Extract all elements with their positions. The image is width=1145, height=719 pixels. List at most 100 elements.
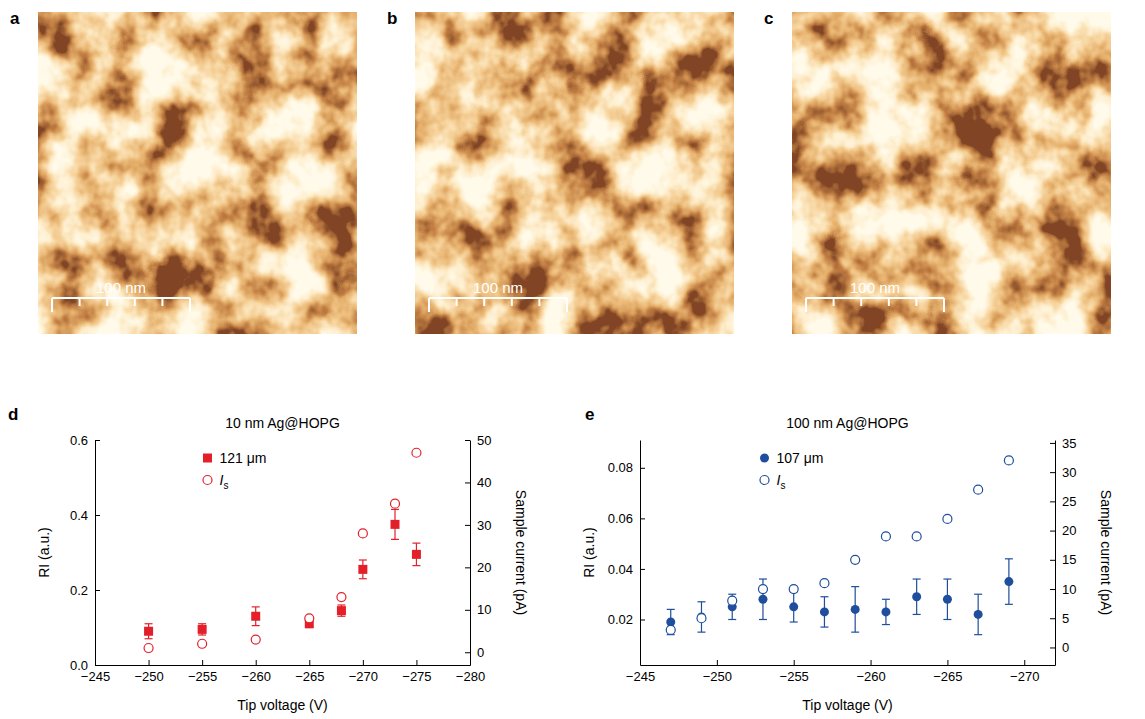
tick-mark — [465, 525, 470, 526]
stm-image — [38, 12, 357, 334]
scale-bar-label: 100 nm — [850, 279, 900, 296]
tick: 50 — [465, 433, 491, 448]
error-bar-cap — [943, 619, 951, 620]
tick-mark — [1050, 472, 1055, 473]
data-point — [358, 529, 367, 538]
error-bar-cap — [697, 632, 705, 633]
error-bar — [412, 543, 420, 566]
tick: −270 — [349, 660, 378, 684]
error-bar-cap — [697, 601, 705, 602]
series — [666, 559, 1013, 635]
error-bar-cap — [943, 578, 951, 579]
data-point — [820, 607, 829, 616]
error-bar — [391, 509, 399, 539]
data-point — [666, 625, 675, 634]
error-bar — [974, 594, 982, 634]
data-point — [912, 592, 921, 601]
tick-label: −270 — [1010, 669, 1039, 684]
data-point — [912, 532, 921, 541]
tick-mark — [1050, 618, 1055, 619]
data-point — [974, 610, 983, 619]
tick-mark — [1050, 589, 1055, 590]
error-bar-cap — [913, 614, 921, 615]
tick: −270 — [1010, 660, 1039, 684]
error-bar-cap — [1005, 558, 1013, 559]
error-bar-cap — [913, 578, 921, 579]
tick: 0.4 — [70, 508, 100, 523]
error-bar — [728, 594, 736, 619]
legend-label: 107 μm — [777, 450, 824, 466]
data-point — [1004, 456, 1013, 465]
error-bar-cap — [252, 606, 260, 607]
tick-label: −260 — [242, 669, 271, 684]
tick-label: 20 — [1062, 523, 1076, 538]
tick-mark — [95, 590, 100, 591]
scale-bar-tick — [805, 298, 807, 312]
tick: 30 — [1050, 465, 1076, 480]
tick-mark — [465, 610, 470, 611]
tick-label: −250 — [134, 669, 163, 684]
tick-label: −260 — [856, 669, 885, 684]
error-bar-cap — [391, 539, 399, 540]
scale-bar-tick — [888, 298, 890, 306]
tick-mark — [95, 440, 100, 441]
scale-bar-tick — [428, 298, 430, 312]
data-point — [974, 485, 983, 494]
error-bar-cap — [820, 596, 828, 597]
tick: 10 — [1050, 582, 1076, 597]
tick-mark — [1050, 531, 1055, 532]
data-point — [820, 579, 829, 588]
data-point — [851, 605, 860, 614]
error-bar — [252, 607, 260, 626]
scale-bar-label: 100 nm — [473, 279, 523, 296]
data-point — [337, 606, 346, 615]
tick: −265 — [933, 660, 962, 684]
legend-marker — [203, 476, 212, 485]
tick-mark — [465, 440, 470, 441]
tick: 20 — [1050, 523, 1076, 538]
plot-marks — [144, 448, 421, 652]
error-bar-cap — [759, 578, 767, 579]
panel-letter: e — [585, 405, 594, 424]
tick-mark — [95, 515, 100, 516]
tick: 35 — [1050, 436, 1076, 451]
tick: 25 — [1050, 494, 1076, 509]
stm-image — [415, 12, 734, 334]
error-bar-cap — [412, 543, 420, 544]
scale-bar: 100 nm — [806, 279, 944, 312]
scale-bar-tick — [161, 298, 163, 306]
tick-label: 15 — [1062, 552, 1076, 567]
tick-mark — [363, 660, 364, 665]
error-bar — [913, 579, 921, 614]
error-bar-cap — [728, 619, 736, 620]
tick: −265 — [295, 660, 324, 684]
tick-label: 20 — [477, 560, 491, 575]
data-point — [144, 644, 153, 653]
error-bar — [851, 587, 859, 633]
tick-mark — [717, 660, 718, 665]
tick-mark — [416, 660, 417, 665]
legend-label: 121 μm — [220, 450, 267, 466]
error-bar-cap — [252, 625, 260, 626]
scale-bar-label: 100 nm — [96, 279, 146, 296]
scale-bar-tick — [51, 298, 53, 312]
series — [144, 448, 421, 652]
data-point — [358, 565, 367, 574]
error-bar-cap — [974, 634, 982, 635]
panel-letter: c — [764, 9, 773, 28]
series — [666, 456, 1013, 634]
tick-label: 5 — [1062, 611, 1069, 626]
error-bar-cap — [790, 621, 798, 622]
tick-mark — [465, 567, 470, 568]
error-bar — [882, 599, 890, 624]
error-bar — [359, 560, 367, 579]
tick-mark — [1050, 647, 1055, 648]
error-bar-cap — [337, 616, 345, 617]
tick-mark — [640, 569, 645, 570]
error-bar-cap — [337, 604, 345, 605]
legend: 107 μmIs — [760, 450, 823, 491]
scale-bar-tick — [106, 298, 108, 306]
error-bar — [759, 579, 767, 619]
error-bar-cap — [359, 578, 367, 579]
legend: 121 μmIs — [203, 450, 266, 491]
